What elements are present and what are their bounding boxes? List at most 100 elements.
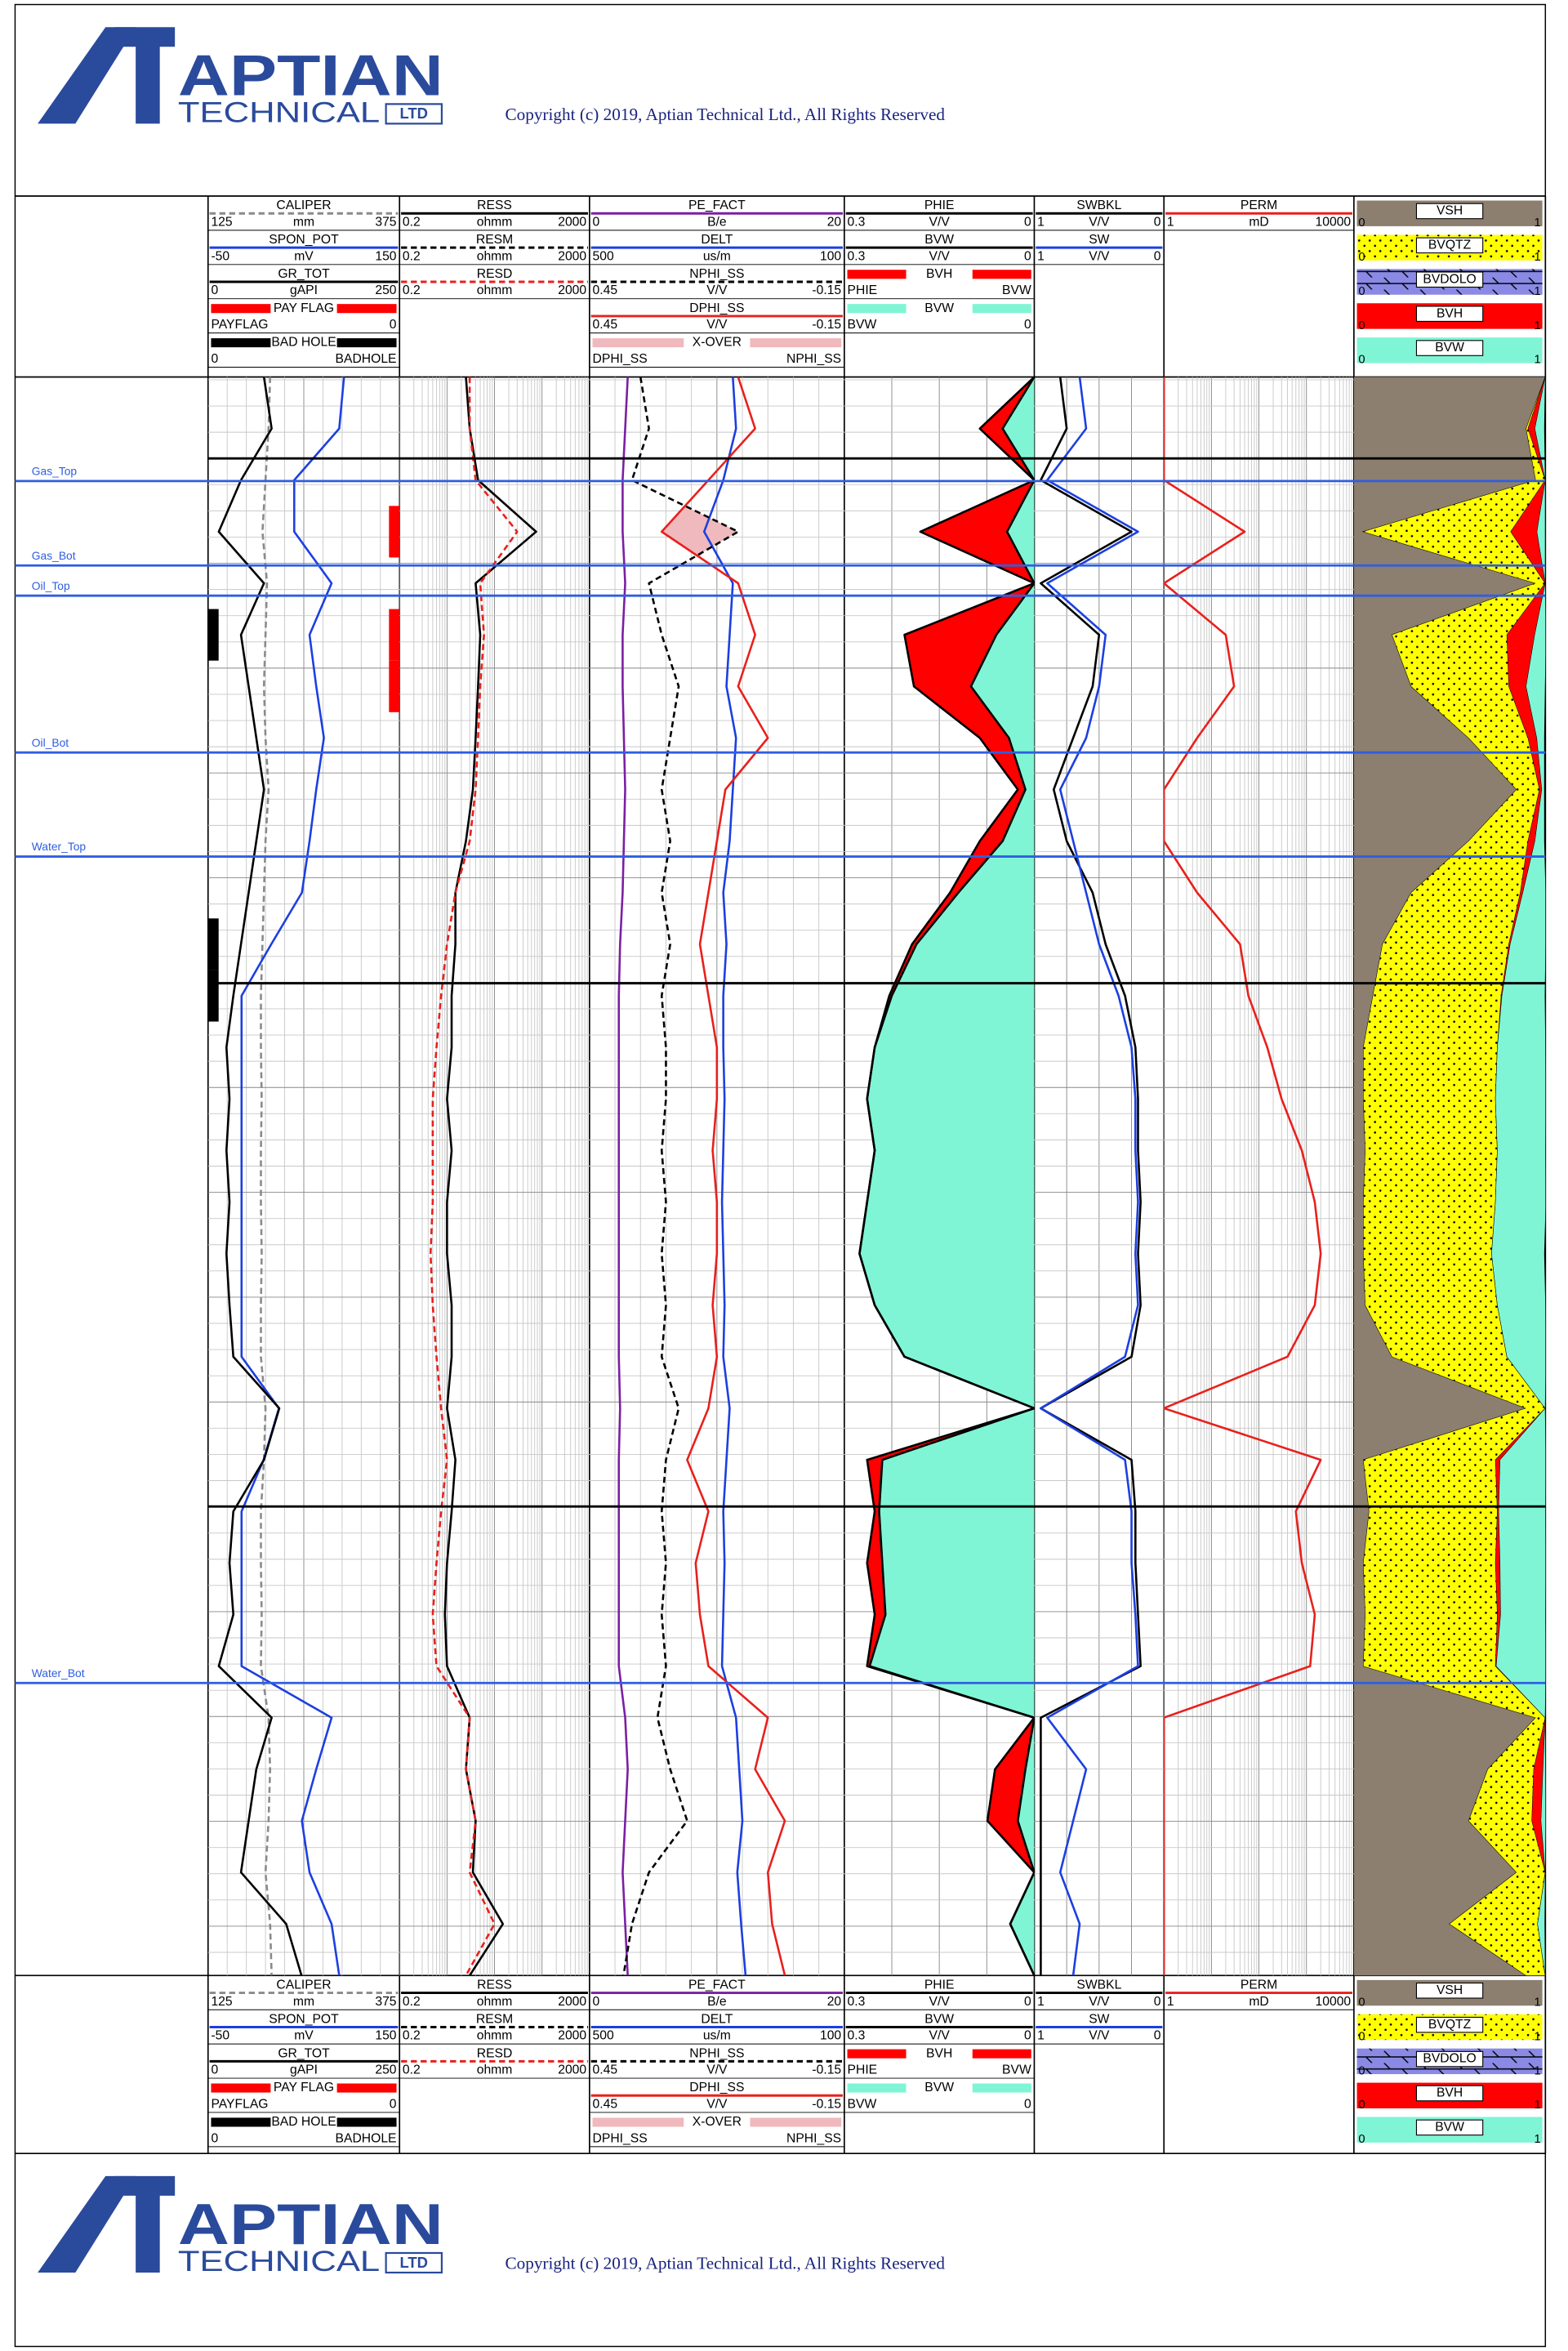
logo-mark [38,27,136,124]
legend-right: 0 [1154,249,1161,263]
zone-label: Gas_Top [32,464,78,477]
legend-swatch [336,338,397,348]
legend-right: 0 [390,318,397,332]
legend-name: BVW [924,301,954,315]
legend-name: DPHI_SS [689,301,744,315]
legend-unit: ohmm [477,249,513,263]
zone-label: Water_Top [32,840,87,853]
legend-name: GR_TOT [278,267,330,281]
logo-ltd-box [385,103,443,125]
legend-unit: mm [293,1995,314,2009]
legend-name: RESD [477,267,513,281]
curve-fill [662,377,786,1976]
legend-left: 0 [211,352,218,366]
legend-right: 1 [1535,2064,1541,2077]
legend-right: 1 [1535,285,1541,298]
log-curve [1040,377,1142,1976]
legend-name: BVH [926,2046,952,2060]
legend-name: NPHI_SS [689,267,744,281]
legend-name: PERM [1241,1978,1277,1992]
legend-right: 10000 [1316,215,1352,229]
legend-unit: V/V [929,249,951,263]
legend-name: NPHI_SS [689,2046,744,2060]
legend-name: RESD [477,2046,513,2060]
legend-right: 100 [820,249,841,263]
legend-name: BVDOLO [1423,2052,1476,2066]
volume-layer [1353,377,1546,1976]
legend-name: X-OVER [693,2115,742,2129]
legend-label-box [1415,271,1484,288]
zone-label: Water_Bot [32,1666,85,1680]
legend-left: 1 [1037,1995,1045,2009]
legend-left: 0 [1358,216,1365,230]
legend-unit: mm [293,215,314,229]
logo-mark [136,42,160,124]
flag-mark [207,970,219,1022]
legend-unit: V/V [706,2097,728,2111]
legend-left: 0.2 [403,215,421,229]
log-curve [240,377,345,1976]
legend-unit: mD [1249,1995,1268,2009]
legend-name: DPHI_SS [689,2081,744,2094]
volume-pattern [1363,377,1546,1976]
legend-left: 0 [1358,251,1365,264]
legend-unit: ohmm [477,215,513,229]
legend-right: 375 [375,1995,396,2009]
legend-right: 0 [1024,1995,1031,2009]
legend-unit: V/V [929,1995,951,2009]
legend-right: 0 [1154,2029,1161,2043]
legend-name: CALIPER [276,199,331,212]
legend-unit: gAPI [290,2063,318,2077]
legend-right: 250 [375,2063,396,2077]
legend-right: 250 [375,283,396,297]
legend-right: 2000 [558,283,586,297]
legend-right: 0 [1154,215,1161,229]
log-curve [1040,377,1139,1976]
legend-name: PAY FLAG [274,301,334,315]
legend-swatch [847,270,906,279]
legend-left: 0.3 [848,215,866,229]
legend-swatch [592,2117,684,2127]
logo-ltd: LTD [400,2254,429,2271]
logo-ltd: LTD [400,105,429,122]
log-curve [660,377,786,1976]
legend-right: 2000 [558,1995,586,2009]
legend-unit: V/V [929,2029,951,2043]
legend-label-box [1415,237,1484,254]
legend-name: PERM [1241,199,1277,212]
legend-swatch [847,2083,906,2093]
legend-right: 10000 [1316,1995,1352,2009]
legend-name: SPON_POT [269,2012,339,2026]
legend-name: CALIPER [276,1978,331,1992]
log-curve [429,377,519,1976]
legend-swatch [336,304,397,314]
legend-right: BADHOLE [336,2131,397,2145]
legend-left: 0 [211,2063,218,2077]
legend-name: SW [1089,233,1109,247]
log-curve [260,377,273,1976]
legend-swatch [211,2117,271,2127]
legend-right: 0 [390,2097,397,2111]
legend-unit: us/m [703,249,731,263]
legend-right: 0 [1024,215,1031,229]
legend-right: 2000 [558,2029,586,2043]
legend-swatch [847,2049,906,2059]
legend-right: 1 [1535,1996,1541,2009]
volume-layer [1491,377,1546,1976]
legend-name: RESS [477,1978,512,1992]
legend-right: 2000 [558,249,586,263]
legend-left: BVW [848,318,877,332]
legend-left: 1 [1037,249,1045,263]
legend-unit: V/V [1089,215,1110,229]
legend-left: 0.45 [593,2063,618,2077]
legend-label-box [1415,2085,1484,2102]
legend-left: BVW [848,2097,877,2111]
legend-unit: V/V [929,215,951,229]
logo-mark [38,2175,136,2273]
legend-name: BVH [1437,2086,1463,2100]
legend-name: RESM [476,233,513,247]
legend-unit: V/V [1089,249,1110,263]
legend-right: 0 [1024,249,1031,263]
